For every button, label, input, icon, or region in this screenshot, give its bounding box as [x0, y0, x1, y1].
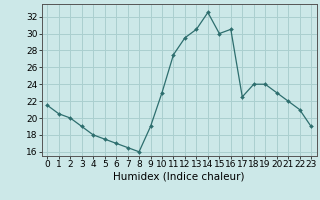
- X-axis label: Humidex (Indice chaleur): Humidex (Indice chaleur): [114, 172, 245, 182]
